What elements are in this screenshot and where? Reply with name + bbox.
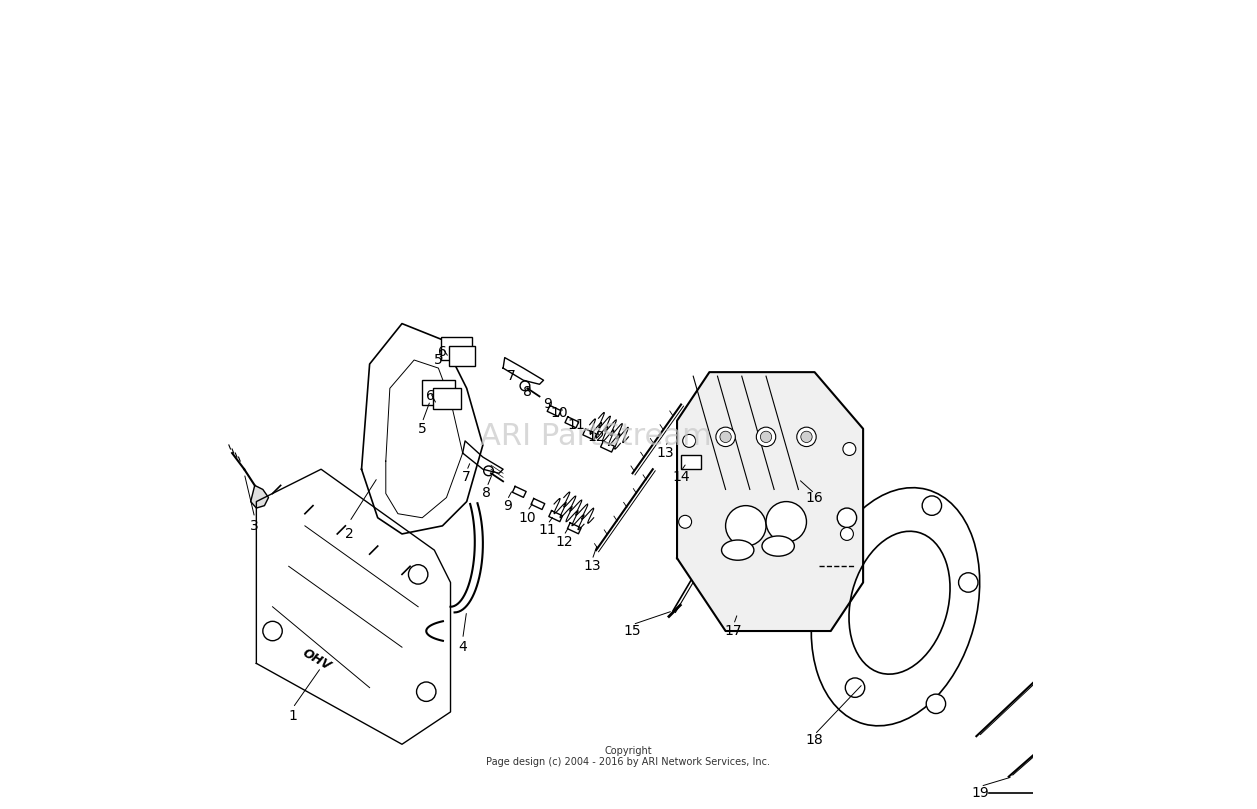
Text: 11: 11	[539, 523, 557, 537]
Bar	[422, 380, 455, 404]
Text: 9: 9	[503, 498, 512, 513]
Text: 7: 7	[463, 470, 471, 485]
Circle shape	[683, 434, 695, 447]
Bar	[681, 455, 701, 469]
Text: 12: 12	[556, 535, 573, 549]
Circle shape	[725, 506, 766, 546]
Circle shape	[845, 678, 865, 697]
Text: 14: 14	[672, 470, 690, 485]
Text: 15: 15	[623, 624, 641, 638]
Text: 19: 19	[972, 786, 989, 800]
Text: 7: 7	[507, 369, 515, 383]
Polygon shape	[250, 485, 269, 508]
Text: 17: 17	[725, 624, 743, 638]
Text: 16: 16	[806, 490, 823, 505]
Text: 8: 8	[523, 385, 532, 400]
Text: 1: 1	[288, 709, 297, 723]
Bar	[432, 388, 461, 409]
Circle shape	[959, 573, 978, 592]
Text: 3: 3	[250, 519, 259, 533]
Text: 11: 11	[567, 417, 585, 432]
Circle shape	[757, 427, 776, 447]
Text: ARI PartStream: ARI PartStream	[480, 422, 711, 451]
Text: 6: 6	[426, 389, 435, 404]
Circle shape	[484, 466, 494, 476]
Text: 12: 12	[587, 430, 605, 444]
Text: OHV: OHV	[300, 646, 333, 672]
Text: 4: 4	[459, 640, 468, 654]
Text: 5: 5	[434, 353, 442, 367]
Bar	[449, 346, 475, 366]
Text: 10: 10	[551, 405, 568, 420]
Circle shape	[837, 508, 856, 527]
Ellipse shape	[722, 540, 754, 561]
Polygon shape	[256, 469, 450, 744]
Text: 6: 6	[437, 345, 447, 359]
Text: 2: 2	[344, 527, 353, 541]
Circle shape	[923, 496, 941, 515]
Bar	[441, 337, 471, 360]
Ellipse shape	[848, 532, 950, 674]
Circle shape	[843, 443, 856, 455]
Text: 10: 10	[519, 510, 537, 525]
Circle shape	[760, 431, 772, 443]
Text: 18: 18	[806, 733, 823, 748]
Circle shape	[926, 694, 945, 714]
Circle shape	[720, 431, 732, 443]
Circle shape	[801, 431, 812, 443]
Polygon shape	[678, 372, 864, 631]
Circle shape	[679, 515, 691, 528]
Ellipse shape	[762, 536, 794, 557]
Circle shape	[766, 502, 807, 542]
Circle shape	[841, 527, 854, 540]
Circle shape	[520, 381, 529, 391]
Circle shape	[797, 427, 816, 447]
Circle shape	[716, 427, 735, 447]
Text: Copyright
Page design (c) 2004 - 2016 by ARI Network Services, Inc.: Copyright Page design (c) 2004 - 2016 by…	[486, 746, 771, 767]
Text: 8: 8	[483, 486, 491, 501]
Text: 13: 13	[583, 559, 601, 574]
Text: 9: 9	[543, 397, 552, 412]
Text: 5: 5	[417, 421, 426, 436]
Ellipse shape	[811, 488, 979, 726]
Text: 13: 13	[656, 446, 674, 460]
